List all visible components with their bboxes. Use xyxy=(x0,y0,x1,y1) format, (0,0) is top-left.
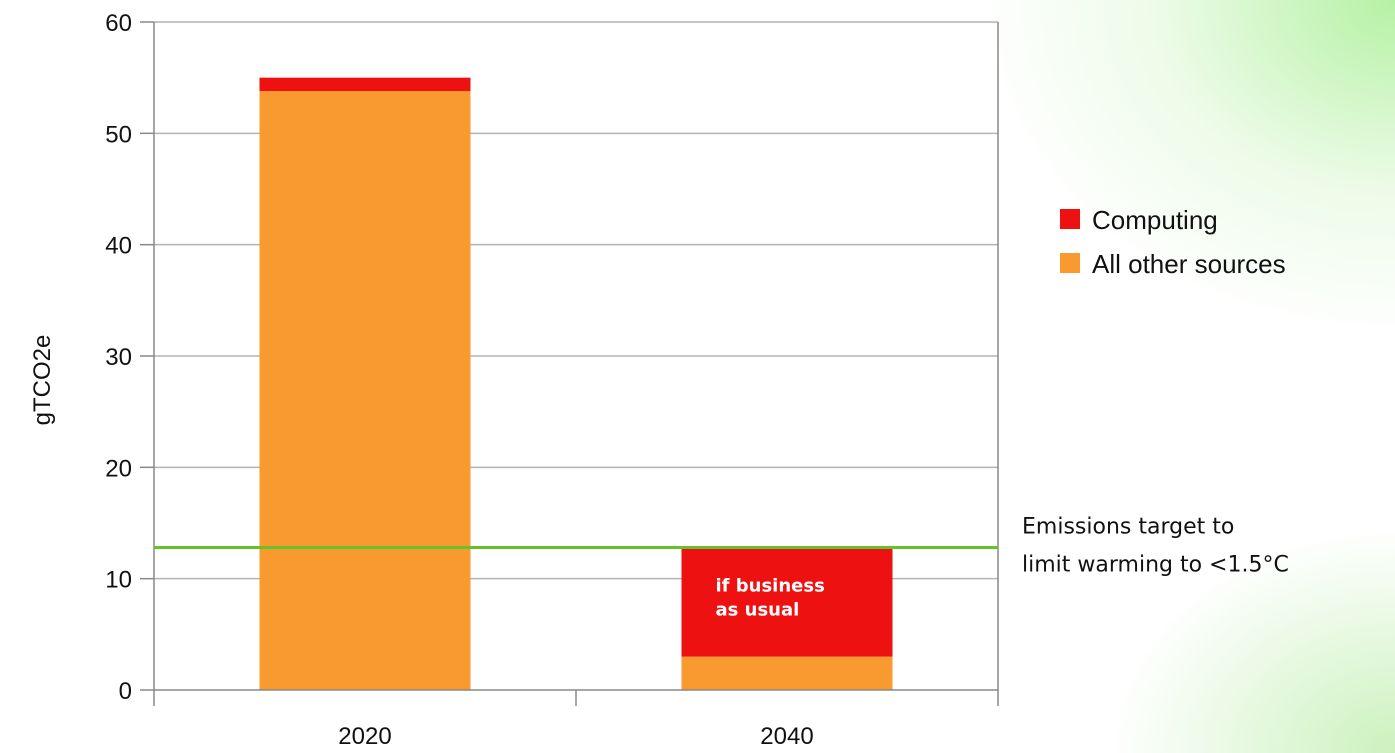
legend-swatch-all-other-sources xyxy=(1060,253,1080,273)
legend-label: Computing xyxy=(1092,205,1218,235)
y-tick-label: 10 xyxy=(105,567,132,594)
x-tick-labels: 2020 2040 xyxy=(153,690,999,750)
legend-swatch-computing xyxy=(1060,209,1080,229)
y-tick-label: 60 xyxy=(105,10,132,37)
bars: if business as usual xyxy=(259,77,893,690)
bar-annotation-line: if business xyxy=(716,575,825,596)
x-tick-label-2040: 2040 xyxy=(760,723,813,750)
bar-2020-all-other-sources xyxy=(259,91,471,690)
y-tick-label: 50 xyxy=(105,121,132,148)
y-tick-label: 30 xyxy=(105,344,132,371)
target-annotation-line: Emissions target to xyxy=(1022,514,1234,539)
bar-2040-all-other-sources xyxy=(681,656,893,690)
x-tick-label-2020: 2020 xyxy=(338,723,391,750)
bar-2040-computing xyxy=(681,547,893,657)
legend-label: All other sources xyxy=(1092,249,1286,279)
y-tick-label: 0 xyxy=(119,678,132,705)
target-line-group: Emissions target to limit warming to <1.5… xyxy=(154,514,1289,577)
bar-2020-computing xyxy=(259,77,471,92)
y-tick-label: 20 xyxy=(105,455,132,482)
y-tick-label: 40 xyxy=(105,233,132,260)
target-annotation-line: limit warming to <1.5°C xyxy=(1022,552,1289,577)
y-tick-labels: 0 10 20 30 40 50 60 xyxy=(105,10,154,705)
y-axis-title: gTCO2e xyxy=(29,335,56,426)
legend: Computing All other sources xyxy=(1060,205,1286,279)
bar-annotation-line: as usual xyxy=(716,599,800,620)
